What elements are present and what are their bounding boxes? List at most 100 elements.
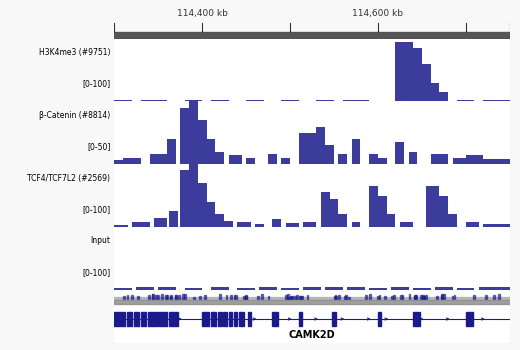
- Polygon shape: [413, 48, 422, 102]
- Bar: [287, 294, 289, 299]
- Bar: [165, 295, 167, 299]
- Polygon shape: [395, 142, 404, 164]
- Polygon shape: [316, 127, 325, 164]
- Text: [0-100]: [0-100]: [82, 205, 110, 214]
- Bar: [422, 296, 424, 299]
- Polygon shape: [452, 158, 466, 164]
- Text: [0-50]: [0-50]: [87, 142, 110, 151]
- Bar: [307, 295, 308, 299]
- Bar: [292, 296, 294, 299]
- Polygon shape: [114, 100, 132, 102]
- Bar: [493, 295, 495, 299]
- Bar: [148, 295, 150, 299]
- Bar: [161, 294, 163, 299]
- Text: Input: Input: [90, 236, 110, 245]
- Bar: [391, 296, 393, 299]
- Bar: [175, 295, 177, 299]
- Bar: [334, 294, 336, 299]
- Polygon shape: [272, 219, 281, 227]
- Bar: [123, 296, 125, 299]
- Bar: [379, 295, 380, 299]
- Bar: [114, 39, 510, 47]
- Polygon shape: [378, 158, 387, 164]
- Polygon shape: [281, 100, 299, 102]
- Bar: [348, 296, 349, 299]
- Polygon shape: [169, 211, 178, 227]
- Polygon shape: [114, 160, 123, 164]
- Polygon shape: [303, 287, 321, 290]
- Polygon shape: [426, 186, 439, 227]
- Polygon shape: [483, 224, 510, 227]
- Bar: [239, 312, 244, 327]
- Polygon shape: [285, 223, 299, 227]
- Polygon shape: [439, 92, 448, 101]
- Bar: [335, 296, 337, 299]
- Polygon shape: [339, 215, 347, 227]
- Polygon shape: [395, 42, 413, 102]
- Bar: [369, 294, 371, 299]
- Bar: [344, 296, 346, 299]
- Polygon shape: [483, 159, 510, 164]
- Bar: [114, 32, 510, 39]
- Polygon shape: [422, 64, 431, 102]
- Bar: [299, 312, 302, 327]
- Bar: [333, 296, 335, 299]
- Polygon shape: [185, 100, 202, 102]
- Bar: [199, 295, 201, 299]
- Text: β-Catenin (#8814): β-Catenin (#8814): [39, 111, 110, 120]
- Bar: [127, 312, 132, 327]
- Polygon shape: [448, 215, 457, 227]
- Polygon shape: [237, 222, 251, 227]
- Polygon shape: [206, 139, 215, 164]
- Bar: [485, 295, 487, 299]
- Bar: [415, 294, 417, 299]
- Bar: [229, 312, 232, 327]
- Bar: [441, 294, 443, 299]
- Polygon shape: [114, 288, 132, 290]
- Bar: [233, 295, 236, 299]
- Polygon shape: [150, 154, 167, 164]
- Bar: [219, 294, 221, 299]
- Bar: [248, 312, 251, 327]
- Polygon shape: [343, 100, 369, 102]
- Polygon shape: [132, 222, 150, 227]
- Bar: [234, 312, 237, 327]
- Polygon shape: [439, 196, 448, 227]
- Bar: [155, 295, 157, 299]
- Polygon shape: [457, 100, 474, 101]
- Bar: [474, 295, 475, 299]
- Polygon shape: [435, 287, 452, 290]
- Text: H3K4me3 (#9751): H3K4me3 (#9751): [39, 48, 110, 57]
- Polygon shape: [185, 288, 202, 290]
- Bar: [170, 295, 172, 299]
- Polygon shape: [167, 139, 176, 164]
- Polygon shape: [466, 222, 479, 227]
- Polygon shape: [479, 287, 510, 290]
- Polygon shape: [255, 224, 264, 227]
- Bar: [184, 294, 186, 299]
- Text: TCF4/TCF7L2 (#2569): TCF4/TCF7L2 (#2569): [28, 174, 110, 183]
- Polygon shape: [237, 288, 255, 290]
- Bar: [114, 312, 125, 327]
- Bar: [126, 295, 128, 299]
- Polygon shape: [321, 193, 330, 227]
- Bar: [377, 295, 379, 299]
- Polygon shape: [466, 155, 483, 164]
- Polygon shape: [246, 158, 255, 164]
- Bar: [291, 296, 292, 299]
- Polygon shape: [387, 215, 395, 227]
- Polygon shape: [330, 199, 339, 227]
- Polygon shape: [189, 102, 198, 164]
- Polygon shape: [215, 215, 224, 227]
- Bar: [134, 312, 139, 327]
- Bar: [261, 294, 263, 299]
- Polygon shape: [457, 288, 474, 290]
- Text: CAMK2D: CAMK2D: [289, 330, 335, 340]
- Polygon shape: [369, 186, 378, 227]
- Bar: [300, 296, 302, 299]
- Bar: [202, 312, 209, 327]
- Polygon shape: [141, 100, 167, 101]
- Bar: [498, 294, 500, 299]
- Bar: [243, 296, 245, 299]
- Bar: [158, 295, 159, 299]
